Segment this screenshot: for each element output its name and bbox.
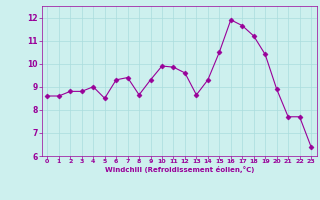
X-axis label: Windchill (Refroidissement éolien,°C): Windchill (Refroidissement éolien,°C) [105,166,254,173]
